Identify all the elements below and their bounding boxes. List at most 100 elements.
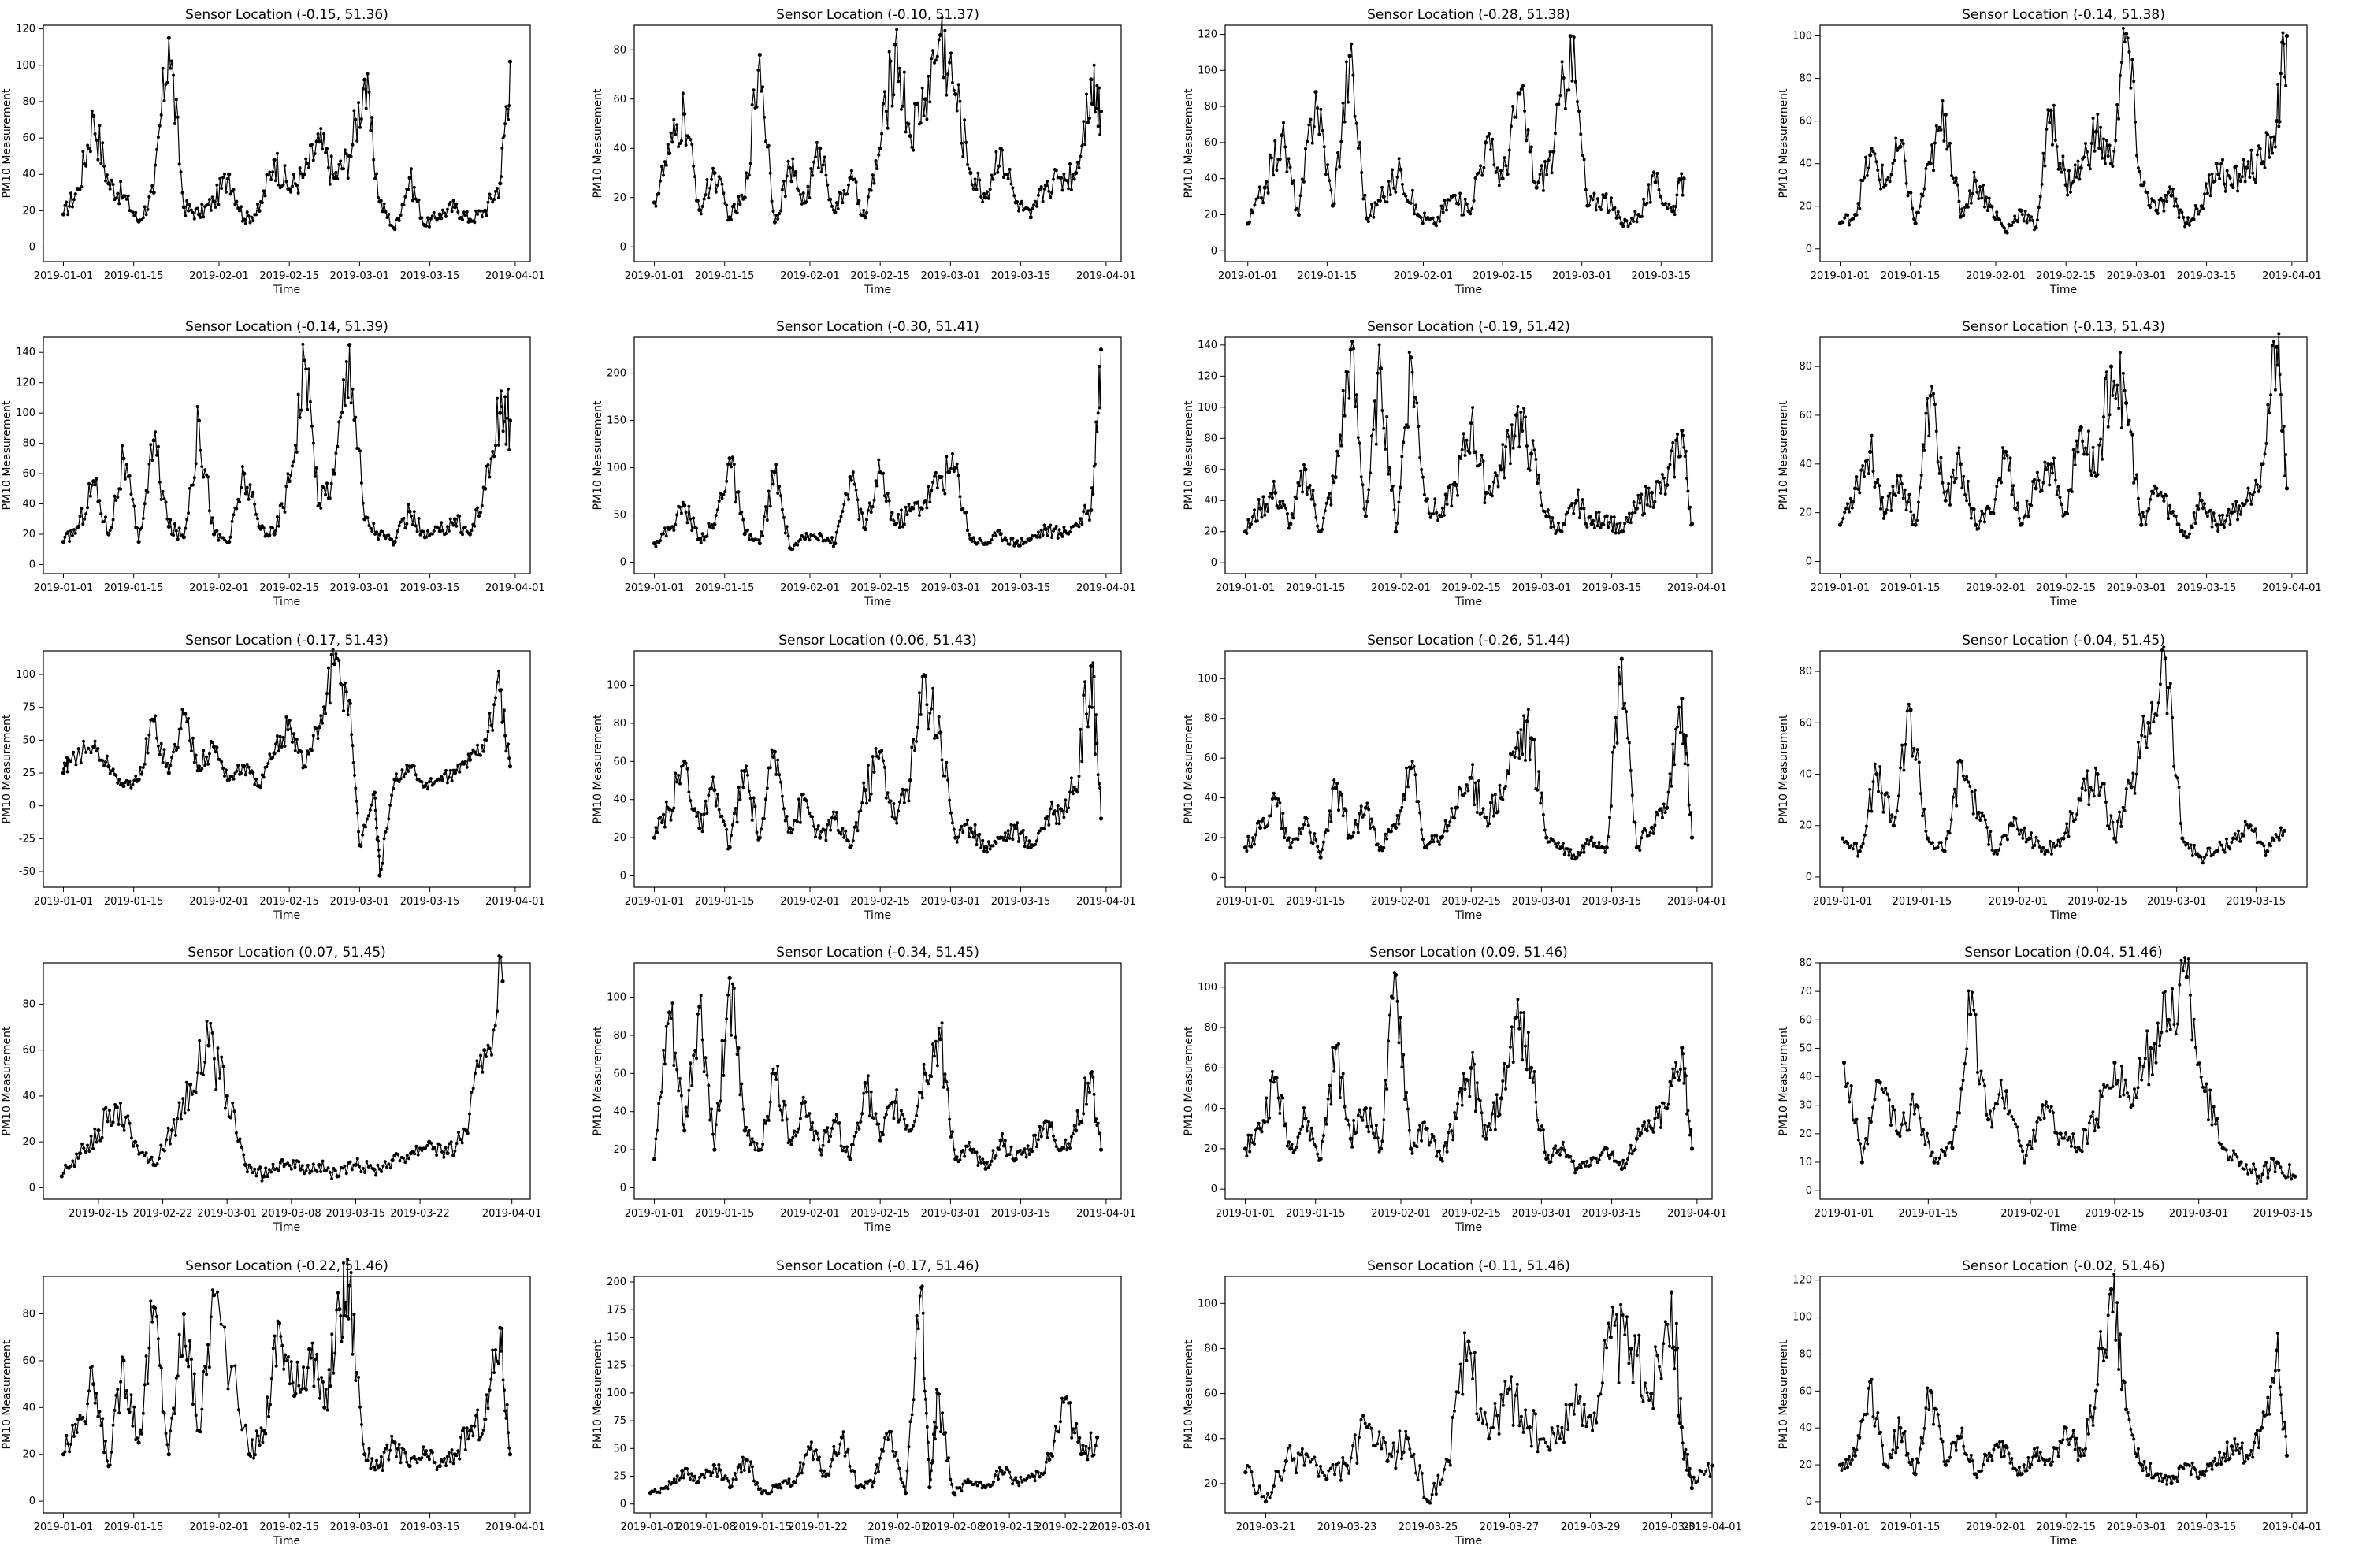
noise-point (1846, 502, 1849, 506)
noise-point (1519, 728, 1523, 732)
noise-point (997, 164, 1001, 168)
noise-point (907, 799, 911, 803)
data-point (953, 466, 958, 470)
noise-point (1863, 833, 1867, 837)
noise-point (2145, 509, 2149, 513)
data-point (91, 479, 96, 484)
data-point (106, 532, 111, 537)
noise-point (1473, 803, 1476, 807)
y-tick-label: 200 (607, 368, 626, 380)
data-point (2129, 785, 2134, 790)
noise-point (1068, 530, 1072, 534)
data-point (1415, 212, 1420, 217)
data-point (1262, 185, 1267, 190)
noise-point (278, 734, 282, 738)
noise-point (507, 448, 511, 451)
data-point (803, 537, 808, 541)
noise-point (206, 475, 210, 479)
noise-point (354, 786, 358, 790)
noise-point (1635, 220, 1639, 224)
noise-point (856, 498, 860, 502)
series-group (1837, 26, 2290, 235)
noise-point (1997, 1093, 2001, 1096)
noise-point (798, 537, 802, 541)
noise-point (429, 777, 433, 781)
noise-point (156, 744, 160, 748)
noise-point (1511, 105, 1515, 108)
chart-panel: Sensor Location (-0.14, 51.39)2019-01-01… (1, 319, 545, 608)
noise-point (461, 217, 464, 221)
noise-point (1670, 784, 1673, 788)
noise-point (1069, 188, 1073, 191)
x-axis-label: Time (273, 909, 300, 922)
noise-point (90, 109, 94, 113)
noise-point (353, 773, 356, 777)
noise-point (880, 132, 884, 136)
noise-point (1930, 385, 1934, 388)
noise-point (124, 463, 128, 466)
noise-point (854, 488, 858, 492)
noise-point (1957, 199, 1961, 203)
noise-point (68, 540, 72, 543)
noise-point (343, 148, 347, 152)
noise-point (1438, 842, 1441, 846)
noise-point (1428, 1140, 1432, 1144)
noise-point (1997, 848, 2001, 852)
noise-point (84, 750, 88, 754)
series-line (1244, 971, 1693, 1175)
noise-point (1666, 1102, 1670, 1106)
noise-point (215, 745, 219, 749)
noise-point (2193, 843, 2196, 847)
noise-point (1936, 1161, 1940, 1165)
noise-point (214, 205, 217, 209)
noise-point (494, 190, 497, 193)
noise-point (715, 183, 719, 187)
noise-point (2192, 511, 2196, 515)
noise-point (260, 1179, 264, 1183)
data-point (1313, 90, 1318, 95)
noise-point (2162, 499, 2166, 503)
noise-point (1332, 481, 1336, 485)
noise-point (2174, 515, 2178, 518)
noise-point (1670, 1084, 1673, 1088)
noise-point (1615, 1160, 1619, 1164)
noise-point (943, 774, 947, 778)
x-tick-label: 2019-02-01 (1989, 896, 2049, 908)
series-group (1841, 956, 2297, 1185)
x-tick-label: 2019-01-15 (1881, 582, 1941, 594)
data-point (1589, 1157, 1594, 1161)
noise-point (2168, 682, 2172, 686)
noise-point (1481, 459, 1485, 463)
chart-panel: Sensor Location (-0.13, 51.43)2019-01-01… (1777, 319, 2322, 608)
noise-point (704, 799, 708, 803)
noise-point (2123, 809, 2127, 812)
data-point (372, 790, 377, 795)
noise-point (922, 114, 926, 118)
x-tick-label: 2019-01-01 (1216, 582, 1276, 594)
noise-point (1871, 1105, 1875, 1109)
noise-point (2010, 492, 2014, 496)
noise-point (1283, 836, 1287, 840)
noise-point (1041, 199, 1045, 203)
noise-point (387, 817, 391, 821)
chart-panel: Sensor Location (0.04, 51.46)2019-01-01 2… (1777, 945, 2312, 1234)
series-line (1840, 28, 2288, 234)
noise-point (1663, 811, 1667, 815)
noise-point (1056, 536, 1060, 540)
data-point (1243, 1146, 1248, 1151)
data-point (1409, 766, 1413, 771)
noise-point (1442, 1144, 1446, 1148)
noise-point (687, 504, 691, 508)
noise-point (150, 1155, 154, 1159)
noise-point (1610, 529, 1614, 533)
noise-point (2193, 522, 2197, 526)
noise-point (295, 184, 299, 188)
noise-point (1871, 780, 1875, 784)
data-point (1089, 77, 1094, 82)
noise-point (905, 1124, 909, 1128)
noise-point (1380, 849, 1384, 853)
noise-point (851, 470, 855, 474)
noise-point (1021, 1150, 1025, 1154)
y-tick-label: 60 (22, 468, 35, 480)
noise-point (1479, 164, 1483, 168)
